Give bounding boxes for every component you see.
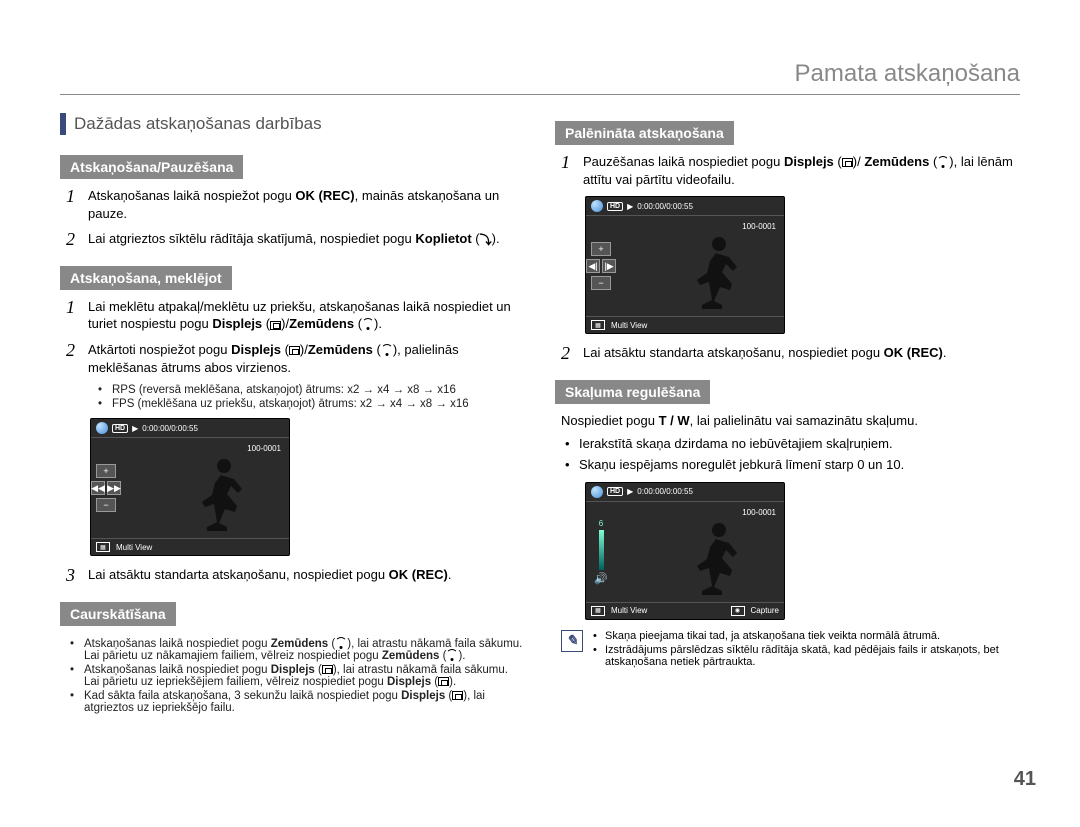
lcd-preview-3: HD ▶ 0:00:00/0:00:55 6 🔊 100-0001 — [585, 482, 785, 620]
lcd-preview-2: HD ▶ 0:00:00/0:00:55 + ◀| |▶ − 100-0001 — [585, 196, 785, 334]
file-id: 100-0001 — [247, 444, 281, 453]
page-header: Pamata atskaņošana — [60, 60, 1020, 95]
skater-silhouette — [684, 517, 754, 602]
display-icon — [842, 158, 853, 167]
capture-icon: ◉ — [731, 606, 745, 616]
file-id: 100-0001 — [742, 222, 776, 231]
slow-step-1: 1 Pauzēšanas laikā nospiediet pogu Displ… — [561, 153, 1020, 188]
browse-bullet-2: • Atskaņošanas laikā nospiediet pogu Dis… — [70, 664, 525, 688]
playhead-icon: ▶ — [132, 424, 138, 433]
section-title-row: Dažādas atskaņošanas darbības — [60, 113, 525, 135]
section-title: Dažādas atskaņošanas darbības — [74, 114, 322, 134]
share-icon: ⤵ — [480, 232, 492, 248]
minus-button: − — [591, 276, 611, 290]
underwater-icon — [446, 651, 458, 661]
hd-icon: HD — [607, 202, 623, 211]
rew-button: ◀◀ — [91, 481, 105, 495]
file-id: 100-0001 — [742, 508, 776, 517]
subheader-search: Atskaņošana, meklējot — [60, 266, 232, 290]
skater-silhouette — [684, 231, 754, 316]
frame-rew-button: ◀| — [586, 259, 600, 273]
step-1-search: 1 Lai meklētu atpakaļ/meklētu uz priekšu… — [66, 298, 525, 333]
subheader-playback-pause: Atskaņošana/Pauzēšana — [60, 155, 243, 179]
note-block: ✎ •Skaņa pieejama tikai tad, ja atskaņoš… — [561, 630, 1020, 670]
underwater-icon — [362, 320, 374, 330]
speed-bullets: •RPS (reversā meklēšana, atskaņojot) ātr… — [98, 384, 525, 410]
note-icon: ✎ — [561, 630, 583, 652]
volume-level: 6 — [599, 519, 603, 528]
globe-icon — [591, 200, 603, 212]
playhead-icon: ▶ — [627, 202, 633, 211]
page-number: 41 — [1014, 768, 1036, 791]
multiview-label: Multi View — [116, 543, 152, 552]
step-2-search: 2 Atkārtoti nospiežot pogu Displejs ()/Z… — [66, 341, 525, 376]
vol-bullet-1: •Ierakstītā skaņa dzirdama no iebūvētaji… — [565, 436, 1020, 453]
browse-bullet-1: • Atskaņošanas laikā nospiediet pogu Zem… — [70, 638, 525, 662]
globe-icon — [591, 486, 603, 498]
vol-bullet-2: •Skaņu iespējams noregulēt jebkurā līmen… — [565, 457, 1020, 474]
lcd-preview-1: HD ▶ 0:00:00/0:00:55 + ◀◀ ▶▶ − 100-0001 — [90, 418, 290, 556]
multiview-icon: ▦ — [96, 542, 110, 552]
step-3-search: 3 Lai atsāktu standarta atskaņošanu, nos… — [66, 566, 525, 586]
multiview-label: Multi View — [611, 606, 647, 615]
frame-fwd-button: |▶ — [602, 259, 616, 273]
hd-icon: HD — [607, 487, 623, 496]
section-bar-accent — [60, 113, 66, 135]
time-counter: 0:00:00/0:00:55 — [637, 487, 693, 496]
left-column: Dažādas atskaņošanas darbības Atskaņošan… — [60, 113, 525, 722]
subheader-slowplay: Palēnināta atskaņošana — [555, 121, 734, 145]
step-2: 2 Lai atgrieztos sīktēlu rādītāja skatīj… — [66, 230, 525, 250]
right-column: Palēnināta atskaņošana 1 Pauzēšanas laik… — [555, 113, 1020, 722]
volume-bar — [599, 530, 604, 570]
globe-icon — [96, 422, 108, 434]
subheader-browse: Caurskātīšana — [60, 602, 176, 626]
plus-button: + — [591, 242, 611, 256]
plus-button: + — [96, 464, 116, 478]
capture-label: Capture — [751, 606, 779, 615]
volume-instruction: Nospiediet pogu T / W, lai palielinātu v… — [561, 412, 1020, 430]
skater-silhouette — [189, 453, 259, 538]
underwater-icon — [335, 639, 347, 649]
display-icon — [452, 691, 463, 700]
hd-icon: HD — [112, 424, 128, 433]
fwd-button: ▶▶ — [107, 481, 121, 495]
step-1: 1 Atskaņošanas laikā nospiežot pogu OK (… — [66, 187, 525, 222]
speaker-icon: 🔊 — [594, 572, 608, 585]
underwater-icon — [381, 346, 393, 356]
time-counter: 0:00:00/0:00:55 — [637, 202, 693, 211]
multiview-icon: ▦ — [591, 320, 605, 330]
time-counter: 0:00:00/0:00:55 — [142, 424, 198, 433]
underwater-icon — [937, 158, 949, 168]
multiview-label: Multi View — [611, 321, 647, 330]
browse-bullet-3: • Kad sākta faila atskaņošana, 3 sekunžu… — [70, 690, 525, 714]
display-icon — [289, 346, 300, 355]
playhead-icon: ▶ — [627, 487, 633, 496]
minus-button: − — [96, 498, 116, 512]
subheader-volume: Skaļuma regulēšana — [555, 380, 710, 404]
multiview-icon: ▦ — [591, 606, 605, 616]
display-icon — [270, 321, 281, 330]
slow-step-2: 2 Lai atsāktu standarta atskaņošanu, nos… — [561, 344, 1020, 364]
display-icon — [438, 677, 449, 686]
display-icon — [322, 665, 333, 674]
